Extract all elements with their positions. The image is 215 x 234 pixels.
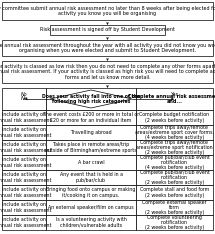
Text: Include activity on
annual risk assessment: Include activity on annual risk assessme… <box>0 112 52 123</box>
Text: Bringing food onto campus or making
it/cooking it on campus.: Bringing food onto campus or making it/c… <box>46 187 136 198</box>
Text: Yes: Yes <box>170 92 178 98</box>
Bar <box>136 140 213 155</box>
Bar <box>2 185 46 200</box>
Bar <box>2 215 46 230</box>
Bar <box>2 61 213 83</box>
Text: Update annual risk assessment throughout the year with all activity you did not : Update annual risk assessment throughout… <box>0 43 215 53</box>
Text: Any event that is held in a
pub/bar/club: Any event that is held in a pub/bar/club <box>60 172 123 183</box>
Bar <box>2 2 213 20</box>
Text: Include activity on
annual risk assessment: Include activity on annual risk assessme… <box>0 172 52 183</box>
Text: A bar crawl: A bar crawl <box>78 160 104 165</box>
Text: If your activity is classed as low risk then you do not need to complete any oth: If your activity is classed as low risk … <box>0 64 215 80</box>
Text: Is a volunteering activity with
children/vulnerable adults: Is a volunteering activity with children… <box>55 217 126 228</box>
Text: New committee submit annual risk assessment no later than 8 weeks after being el: New committee submit annual risk assessm… <box>0 6 215 16</box>
Bar <box>136 125 213 140</box>
Text: Risk assessment is signed off by Student Development: Risk assessment is signed off by Student… <box>40 28 175 33</box>
Bar <box>136 200 213 215</box>
Bar <box>46 155 136 170</box>
Polygon shape <box>50 90 132 108</box>
Text: An external speaker/film on campus: An external speaker/film on campus <box>48 205 134 210</box>
Text: Complete pub/bar/club event
notification
(4 weeks before activity): Complete pub/bar/club event notification… <box>140 155 209 170</box>
Text: Complete pub/bar/club event
notification
(2 weeks before activity): Complete pub/bar/club event notification… <box>140 170 209 185</box>
Text: Complete budget notification
(2 weeks before activity): Complete budget notification (2 weeks be… <box>140 112 210 123</box>
Bar <box>2 110 46 125</box>
Text: Complete trips away/remote
areas/extreme sport notification
(2 weeks before acti: Complete trips away/remote areas/extreme… <box>136 140 213 155</box>
Bar <box>136 88 213 110</box>
Bar <box>46 88 136 110</box>
Text: Complete volunteering
notification
(2 weeks before activity): Complete volunteering notification (2 we… <box>145 215 204 230</box>
Text: Does your activity fall into one of the
following high risk categories: Does your activity fall into one of the … <box>42 94 140 104</box>
Bar <box>46 170 136 185</box>
Text: Takes place in remote areas/trip
outside of Birmingham/extreme sports: Takes place in remote areas/trip outside… <box>45 142 137 153</box>
Bar <box>2 125 46 140</box>
Bar <box>46 215 136 230</box>
Bar <box>2 200 46 215</box>
Text: No: No <box>21 92 27 98</box>
Bar <box>2 155 46 170</box>
Text: Complete trips away/remote
areas/extreme sport cover forms.
(4 weeks before acti: Complete trips away/remote areas/extreme… <box>135 124 214 140</box>
Bar <box>136 110 213 125</box>
Text: The event costs £200 or more in total or
£20 or more for an individual item: The event costs £200 or more in total or… <box>43 112 139 123</box>
Bar <box>2 88 46 110</box>
Bar <box>136 185 213 200</box>
Bar <box>136 155 213 170</box>
Text: Include activity on
annual risk assessment: Include activity on annual risk assessme… <box>0 217 52 228</box>
Bar <box>46 110 136 125</box>
Bar <box>136 170 213 185</box>
Text: Complete annual risk assessment
and...: Complete annual risk assessment and... <box>128 94 215 104</box>
Bar <box>136 215 213 230</box>
Bar <box>46 140 136 155</box>
Bar <box>2 40 213 56</box>
Text: Complete stall and food form
(2 weeks before activity): Complete stall and food form (2 weeks be… <box>140 187 209 198</box>
Bar <box>50 25 165 35</box>
Text: Include activity on
annual risk assessment: Include activity on annual risk assessme… <box>0 142 52 153</box>
Bar <box>2 170 46 185</box>
Text: Complete external speaker
form
(2 weeks before activity): Complete external speaker form (2 weeks … <box>142 200 207 216</box>
Bar <box>2 140 46 155</box>
Bar <box>46 125 136 140</box>
Text: No: No <box>20 96 28 102</box>
Text: Include activity on
annual risk assessment: Include activity on annual risk assessme… <box>0 187 52 198</box>
Text: Include activity on
annual risk assessment: Include activity on annual risk assessme… <box>0 202 52 213</box>
Bar <box>46 200 136 215</box>
Bar <box>46 185 136 200</box>
Text: Include activity on
annual risk assessment: Include activity on annual risk assessme… <box>0 157 52 168</box>
Text: Travelling abroad: Travelling abroad <box>71 130 111 135</box>
Text: Include activity on
annual risk assessment: Include activity on annual risk assessme… <box>0 127 52 138</box>
